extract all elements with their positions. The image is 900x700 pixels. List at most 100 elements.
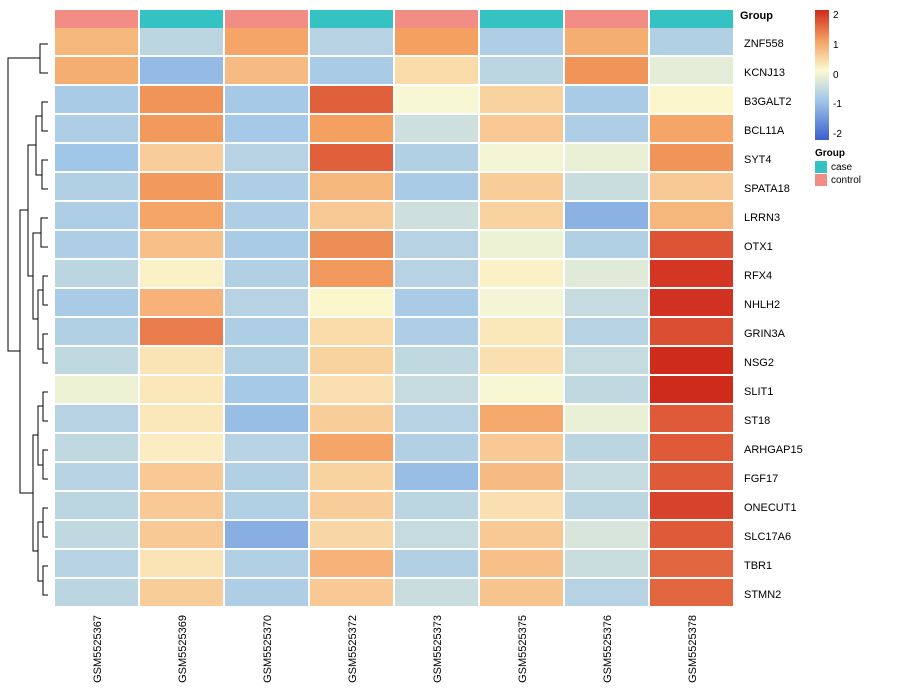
heatmap-cell xyxy=(310,115,395,144)
heatmap-cell xyxy=(140,115,225,144)
heatmap-cell xyxy=(310,318,395,347)
heatmap-row xyxy=(55,318,735,347)
heatmap-cell xyxy=(225,260,310,289)
heatmap-cell xyxy=(480,463,565,492)
heatmap-row xyxy=(55,260,735,289)
heatmap-cell xyxy=(480,144,565,173)
heatmap-cell xyxy=(140,260,225,289)
color-scale-tick: 0 xyxy=(833,70,842,81)
heatmap-cell xyxy=(225,144,310,173)
heatmap-cell xyxy=(650,173,735,202)
heatmap-cell xyxy=(225,376,310,405)
row-label: NHLH2 xyxy=(740,291,810,320)
heatmap-cell xyxy=(55,347,140,376)
legend-panel: 210-1-2 Group casecontrol xyxy=(815,10,895,187)
row-label: SLC17A6 xyxy=(740,523,810,552)
heatmap-cell xyxy=(650,28,735,57)
row-label: TBR1 xyxy=(740,552,810,581)
heatmap-cell xyxy=(480,405,565,434)
heatmap-cell xyxy=(140,173,225,202)
group-legend-item: control xyxy=(815,174,895,186)
row-label: NSG2 xyxy=(740,349,810,378)
heatmap-cell xyxy=(55,28,140,57)
heatmap-cell xyxy=(140,521,225,550)
heatmap-cell xyxy=(565,173,650,202)
heatmap-cell xyxy=(565,202,650,231)
row-label: LRRN3 xyxy=(740,204,810,233)
heatmap-cell xyxy=(140,492,225,521)
row-label: BCL11A xyxy=(740,117,810,146)
heatmap-cell xyxy=(395,492,480,521)
heatmap-cell xyxy=(480,57,565,86)
color-scale-tick: 1 xyxy=(833,40,842,51)
column-label: GSM5525369 xyxy=(140,615,225,690)
heatmap-cell xyxy=(310,231,395,260)
heatmap-row xyxy=(55,173,735,202)
heatmap-cell xyxy=(480,579,565,608)
heatmap-cell xyxy=(310,289,395,318)
heatmap-cell xyxy=(140,318,225,347)
row-label: ARHGAP15 xyxy=(740,436,810,465)
row-label: STMN2 xyxy=(740,581,810,610)
heatmap-cell xyxy=(480,260,565,289)
heatmap-cell xyxy=(310,347,395,376)
heatmap-cell xyxy=(225,579,310,608)
heatmap-cell xyxy=(395,405,480,434)
heatmap-cell xyxy=(55,86,140,115)
heatmap-cell xyxy=(395,115,480,144)
heatmap-cell xyxy=(650,550,735,579)
heatmap-cell xyxy=(140,463,225,492)
heatmap-cell xyxy=(310,260,395,289)
heatmap-cell xyxy=(650,521,735,550)
heatmap-cell xyxy=(395,202,480,231)
heatmap-row xyxy=(55,579,735,608)
heatmap-cell xyxy=(480,115,565,144)
legend-swatch xyxy=(815,174,827,186)
heatmap-cell xyxy=(310,202,395,231)
legend-label: case xyxy=(831,162,852,173)
heatmap-cell xyxy=(310,144,395,173)
heatmap-cell xyxy=(565,231,650,260)
group-annotation-label: Group xyxy=(740,10,773,22)
heatmap-cell xyxy=(140,550,225,579)
heatmap-cell xyxy=(55,434,140,463)
heatmap-cell xyxy=(395,521,480,550)
heatmap-cell xyxy=(310,463,395,492)
heatmap-cell xyxy=(310,376,395,405)
heatmap-cell xyxy=(565,115,650,144)
heatmap-cell xyxy=(565,376,650,405)
heatmap-cell xyxy=(225,86,310,115)
heatmap-cell xyxy=(140,57,225,86)
heatmap-cell xyxy=(565,405,650,434)
heatmap-cell xyxy=(480,318,565,347)
heatmap-row xyxy=(55,550,735,579)
color-scale-tick: 2 xyxy=(833,10,842,21)
heatmap-cell xyxy=(650,463,735,492)
column-label: GSM5525376 xyxy=(565,615,650,690)
row-label: SPATA18 xyxy=(740,175,810,204)
heatmap-cell xyxy=(55,521,140,550)
color-scale-bar xyxy=(815,10,829,140)
heatmap-cell xyxy=(395,28,480,57)
heatmap-cell xyxy=(565,579,650,608)
heatmap-cell xyxy=(480,347,565,376)
heatmap-cell xyxy=(480,376,565,405)
heatmap-cell xyxy=(55,376,140,405)
group-cell xyxy=(565,10,650,28)
heatmap-cell xyxy=(395,434,480,463)
heatmap-cell xyxy=(140,144,225,173)
heatmap-cell xyxy=(310,550,395,579)
color-scale-ticks: 210-1-2 xyxy=(833,10,842,140)
heatmap-cell xyxy=(565,260,650,289)
row-label: ONECUT1 xyxy=(740,494,810,523)
heatmap-cell xyxy=(480,492,565,521)
heatmap-cell xyxy=(55,318,140,347)
heatmap-cell xyxy=(55,115,140,144)
heatmap-cell xyxy=(395,289,480,318)
heatmap-cell xyxy=(225,463,310,492)
heatmap-cell xyxy=(395,579,480,608)
heatmap-cell xyxy=(140,434,225,463)
heatmap-row xyxy=(55,28,735,57)
heatmap-cell xyxy=(310,173,395,202)
row-label: SLIT1 xyxy=(740,378,810,407)
